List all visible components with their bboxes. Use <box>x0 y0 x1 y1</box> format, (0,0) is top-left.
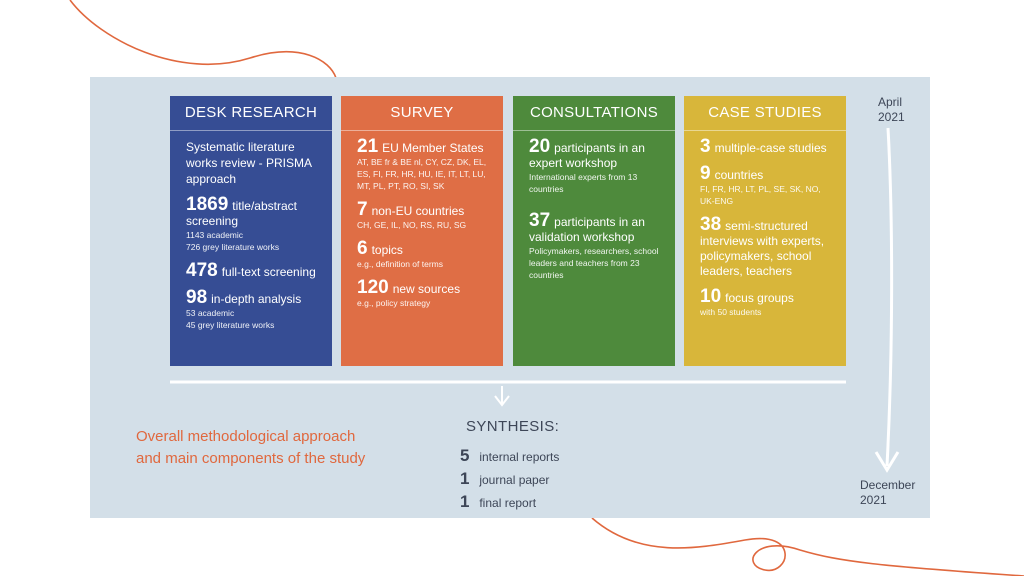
stat-detail: CH, GE, IL, NO, RS, RU, SG <box>357 220 467 230</box>
stat-detail: e.g., definition of terms <box>357 259 443 269</box>
synthesis-count: 1 <box>460 469 470 488</box>
stat-block: 21 EU Member States AT, BE fr & BE nl, CY… <box>357 136 487 192</box>
stat-label: focus groups <box>725 291 794 305</box>
stat-label: title/abstract screening <box>186 199 297 228</box>
stat-number: 120 <box>357 277 389 298</box>
stat-label: new sources <box>392 282 461 296</box>
stat-detail: International experts from 13 countries <box>529 172 638 194</box>
end-month: December <box>860 478 916 492</box>
synthesis-label: internal reports <box>479 450 560 464</box>
figure-caption: Overall methodological approach and main… <box>136 426 365 470</box>
stat-number: 37 <box>529 210 551 231</box>
down-arrow-icon <box>494 386 510 407</box>
stat-number: 9 <box>700 163 711 184</box>
timeline-arrowhead-icon <box>874 451 900 473</box>
stat-block: 98 in-depth analysis 53 academic 45 grey … <box>186 287 316 331</box>
stat-number: 6 <box>357 238 368 259</box>
desk-research-column: DESK RESEARCH Systematic literature work… <box>170 96 332 366</box>
column-title: CONSULTATIONS <box>513 96 675 131</box>
column-intro: Systematic literature works review - PRI… <box>186 140 312 186</box>
stat-detail: 53 academic <box>186 308 235 318</box>
synthesis-item: 1 journal paper <box>460 467 559 490</box>
stat-block: 7 non-EU countries CH, GE, IL, NO, RS, RU… <box>357 199 487 231</box>
stat-block: 37 participants in an validation workshop… <box>529 210 659 281</box>
synthesis-item: 5 internal reports <box>460 444 559 467</box>
top-decorative-curve <box>69 0 337 79</box>
timeline-arrow <box>885 127 894 467</box>
survey-column: SURVEY 21 EU Member States AT, BE fr & BE… <box>341 96 503 366</box>
stat-label: full-text screening <box>221 265 316 279</box>
end-year: 2021 <box>860 493 887 507</box>
stat-label: in-depth analysis <box>211 292 302 306</box>
start-year: 2021 <box>878 110 905 124</box>
stat-label: semi-structured interviews with experts,… <box>700 219 825 278</box>
stat-label: multiple-case studies <box>714 141 827 155</box>
stat-detail: with 50 students <box>700 307 762 317</box>
stat-detail: 1143 academic <box>186 230 244 240</box>
stat-number: 10 <box>700 286 722 307</box>
stat-detail: 726 grey literature works <box>186 242 280 252</box>
stat-number: 20 <box>529 136 551 157</box>
stat-detail: 45 grey literature works <box>186 320 275 330</box>
stat-detail: Policymakers, researchers, school leader… <box>529 246 659 280</box>
stat-block: 478 full-text screening <box>186 260 316 281</box>
stat-label: topics <box>371 243 403 257</box>
column-title: CASE STUDIES <box>684 96 846 131</box>
timeline-start: April 2021 <box>878 95 905 125</box>
stat-number: 3 <box>700 136 711 157</box>
stat-label: EU Member States <box>382 141 484 155</box>
case-studies-column: CASE STUDIES 3 multiple-case studies 9 cou… <box>684 96 846 366</box>
consultations-column: CONSULTATIONS 20 participants in an exper… <box>513 96 675 366</box>
stat-number: 1869 <box>186 194 229 215</box>
timeline-end: December 2021 <box>860 478 915 508</box>
synthesis-list: 5 internal reports 1 journal paper 1 fin… <box>460 444 559 513</box>
stat-number: 98 <box>186 287 208 308</box>
stat-detail: FI, FR, HR, LT, PL, SE, SK, NO, UK-ENG <box>700 184 821 206</box>
bottom-decorative-curve <box>591 517 1024 576</box>
synthesis-label: final report <box>479 496 537 510</box>
column-title: DESK RESEARCH <box>170 96 332 131</box>
stat-block: 38 semi-structured interviews with expert… <box>700 214 830 279</box>
stat-block: 6 topics e.g., definition of terms <box>357 238 487 270</box>
column-title: SURVEY <box>341 96 503 131</box>
caption-line: Overall methodological approach <box>136 428 356 445</box>
stat-block: 10 focus groups with 50 students <box>700 286 830 318</box>
synthesis-title: SYNTHESIS: <box>466 418 560 435</box>
synthesis-count: 5 <box>460 446 470 465</box>
stat-block: 1869 title/abstract screening 1143 academ… <box>186 194 316 253</box>
stat-label: participants in an expert workshop <box>529 141 645 170</box>
stat-number: 7 <box>357 199 368 220</box>
stat-block: 20 participants in an expert workshop Int… <box>529 136 659 195</box>
caption-line: and main components of the study <box>136 450 366 467</box>
stat-label: non-EU countries <box>371 204 465 218</box>
stat-label: countries <box>714 168 764 182</box>
stat-label: participants in an validation workshop <box>529 215 645 244</box>
stat-block: 9 countries FI, FR, HR, LT, PL, SE, SK, N… <box>700 163 830 207</box>
stat-block: 120 new sources e.g., policy strategy <box>357 277 487 309</box>
stat-number: 38 <box>700 214 722 235</box>
start-month: April <box>878 95 903 109</box>
synthesis-count: 1 <box>460 492 470 511</box>
synthesis-label: journal paper <box>479 473 550 487</box>
stat-number: 21 <box>357 136 379 157</box>
stat-detail: AT, BE fr & BE nl, CY, CZ, DK, EL, ES, F… <box>357 157 487 191</box>
stat-block: 3 multiple-case studies <box>700 136 830 157</box>
stat-detail: e.g., policy strategy <box>357 298 431 308</box>
synthesis-item: 1 final report <box>460 490 559 513</box>
stat-number: 478 <box>186 260 218 281</box>
